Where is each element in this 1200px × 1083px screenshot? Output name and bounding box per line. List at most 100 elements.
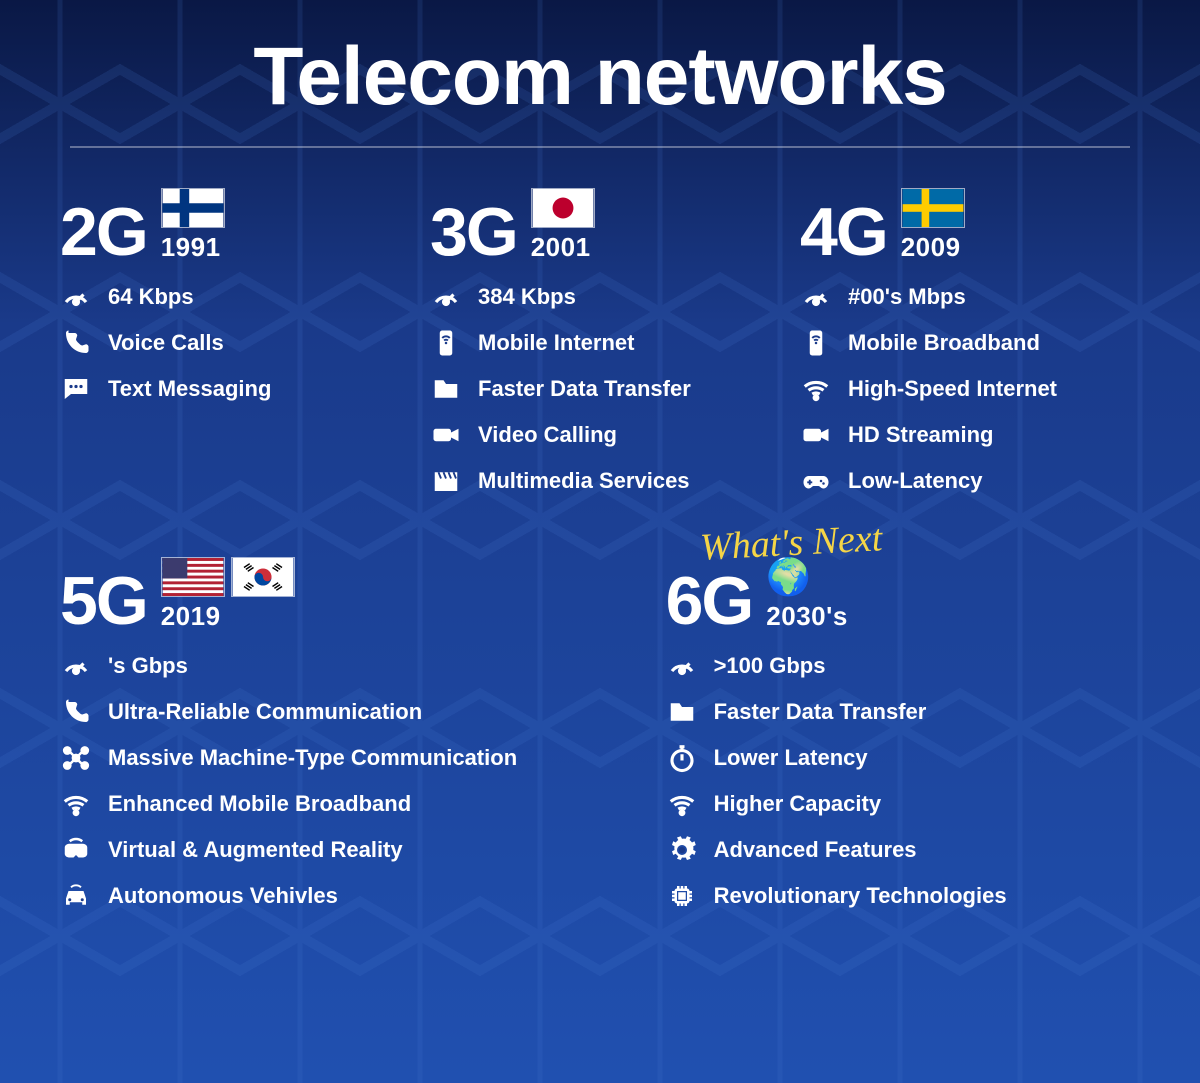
feature-row: >100 Gbps: [666, 650, 1140, 682]
feature-row: HD Streaming: [800, 419, 1140, 451]
feature-label: Autonomous Vehivles: [108, 883, 338, 909]
flag-korea-icon: [231, 557, 295, 597]
gauge-icon: [800, 281, 832, 313]
video-icon: [800, 419, 832, 451]
feature-label: Lower Latency: [714, 745, 868, 771]
feature-label: 64 Kbps: [108, 284, 194, 310]
feature-row: Low-Latency: [800, 465, 1140, 497]
gen-header: 3G 2001: [430, 188, 770, 263]
feature-row: High-Speed Internet: [800, 373, 1140, 405]
feature-row: Voice Calls: [60, 327, 400, 359]
feature-label: Massive Machine-Type Communication: [108, 745, 517, 771]
generations-row-2: 5G 2019 's Gbps Ultra-Reliable Communica…: [60, 557, 1140, 912]
flag-year-block: 2019: [161, 557, 295, 632]
feature-label: 384 Kbps: [478, 284, 576, 310]
gen-header: 2G 1991: [60, 188, 400, 263]
feature-label: Virtual & Augmented Reality: [108, 837, 403, 863]
features-list: 's Gbps Ultra-Reliable Communication Mas…: [60, 650, 606, 912]
feature-label: Low-Latency: [848, 468, 982, 494]
gen-name: 4G: [800, 202, 887, 263]
flag-year-block: 2009: [901, 188, 965, 263]
feature-label: Faster Data Transfer: [478, 376, 691, 402]
feature-label: #00's Mbps: [848, 284, 966, 310]
phone-icon: [60, 327, 92, 359]
stopwatch-icon: [666, 742, 698, 774]
feature-row: 64 Kbps: [60, 281, 400, 313]
feature-row: Ultra-Reliable Communication: [60, 696, 606, 728]
gen-year: 1991: [161, 232, 225, 263]
feature-label: High-Speed Internet: [848, 376, 1057, 402]
flag-usa-icon: [161, 557, 225, 597]
feature-label: Multimedia Services: [478, 468, 690, 494]
gauge-icon: [60, 650, 92, 682]
features-list: #00's Mbps Mobile Broadband High-Speed I…: [800, 281, 1140, 497]
message-icon: [60, 373, 92, 405]
feature-label: Mobile Broadband: [848, 330, 1040, 356]
flags: [901, 188, 965, 228]
title-divider: [70, 146, 1130, 148]
features-list: 384 Kbps Mobile Internet Faster Data Tra…: [430, 281, 770, 497]
feature-label: Text Messaging: [108, 376, 271, 402]
feature-row: Video Calling: [430, 419, 770, 451]
feature-row: Lower Latency: [666, 742, 1140, 774]
feature-label: Enhanced Mobile Broadband: [108, 791, 411, 817]
page-title: Telecom networks: [60, 30, 1140, 124]
feature-label: Voice Calls: [108, 330, 224, 356]
feature-label: Higher Capacity: [714, 791, 882, 817]
generation-5g: 5G 2019 's Gbps Ultra-Reliable Communica…: [60, 557, 606, 912]
flag-year-block: 🌍 2030's: [766, 557, 847, 632]
gen-header: 6G 🌍 2030's: [666, 557, 1140, 632]
feature-label: >100 Gbps: [714, 653, 826, 679]
clapper-icon: [430, 465, 462, 497]
gear-icon: [666, 834, 698, 866]
feature-row: 384 Kbps: [430, 281, 770, 313]
feature-row: Faster Data Transfer: [666, 696, 1140, 728]
gen-name: 6G: [666, 571, 753, 632]
feature-row: Autonomous Vehivles: [60, 880, 606, 912]
gen-name: 3G: [430, 202, 517, 263]
network-icon: [60, 742, 92, 774]
vr-icon: [60, 834, 92, 866]
generations-row-1: 2G 1991 64 Kbps Voice Calls Text Messagi…: [60, 188, 1140, 497]
flag-sweden-icon: [901, 188, 965, 228]
feature-row: Massive Machine-Type Communication: [60, 742, 606, 774]
gen-year: 2019: [161, 601, 295, 632]
folder-icon: [666, 696, 698, 728]
car-icon: [60, 880, 92, 912]
wifi-icon: [800, 373, 832, 405]
feature-row: Faster Data Transfer: [430, 373, 770, 405]
mobile-wifi-icon: [430, 327, 462, 359]
feature-label: HD Streaming: [848, 422, 993, 448]
gen-name: 2G: [60, 202, 147, 263]
feature-row: Multimedia Services: [430, 465, 770, 497]
features-list: >100 Gbps Faster Data Transfer Lower Lat…: [666, 650, 1140, 912]
feature-label: Video Calling: [478, 422, 617, 448]
feature-row: Mobile Broadband: [800, 327, 1140, 359]
flag-year-block: 2001: [531, 188, 595, 263]
chip-icon: [666, 880, 698, 912]
generation-3g: 3G 2001 384 Kbps Mobile Internet Faster …: [430, 188, 770, 497]
feature-label: 's Gbps: [108, 653, 188, 679]
generation-2g: 2G 1991 64 Kbps Voice Calls Text Messagi…: [60, 188, 400, 497]
video-icon: [430, 419, 462, 451]
feature-row: 's Gbps: [60, 650, 606, 682]
feature-row: Text Messaging: [60, 373, 400, 405]
wifi-icon: [666, 788, 698, 820]
feature-label: Advanced Features: [714, 837, 917, 863]
gauge-icon: [430, 281, 462, 313]
feature-row: Revolutionary Technologies: [666, 880, 1140, 912]
feature-row: Advanced Features: [666, 834, 1140, 866]
flags: [531, 188, 595, 228]
flag-year-block: 1991: [161, 188, 225, 263]
gen-year: 2009: [901, 232, 965, 263]
generation-6g: What's Next 6G 🌍 2030's >100 Gbps Faster…: [666, 557, 1140, 912]
wifi-icon: [60, 788, 92, 820]
gauge-icon: [60, 281, 92, 313]
gauge-icon: [666, 650, 698, 682]
flag-finland-icon: [161, 188, 225, 228]
feature-row: Virtual & Augmented Reality: [60, 834, 606, 866]
generation-4g: 4G 2009 #00's Mbps Mobile Broadband High…: [800, 188, 1140, 497]
content-wrapper: Telecom networks 2G 1991 64 Kbps Voice C…: [0, 0, 1200, 942]
mobile-wifi-icon: [800, 327, 832, 359]
feature-label: Mobile Internet: [478, 330, 634, 356]
